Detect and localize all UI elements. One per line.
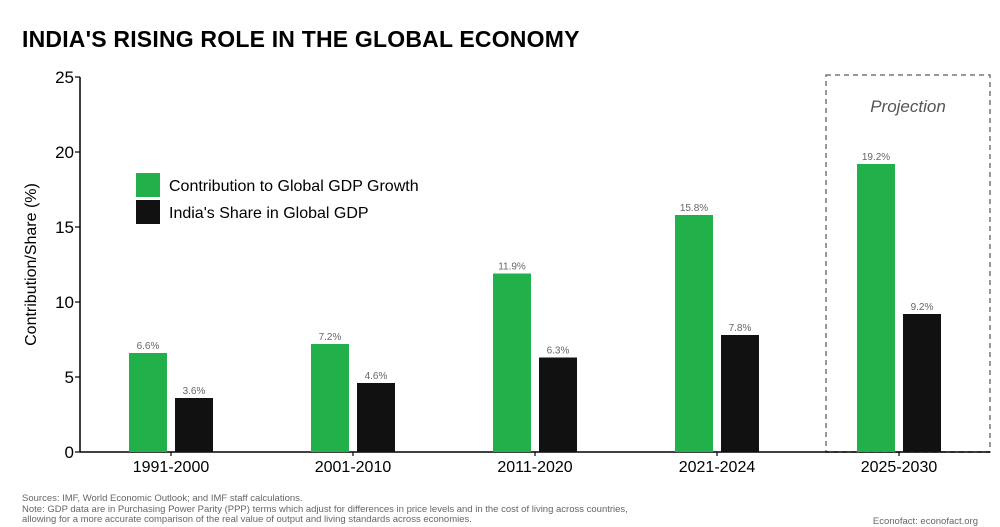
x-tick-label: 2025-2030 — [861, 459, 938, 476]
x-tick-label: 2011-2020 — [497, 459, 572, 476]
y-tick-label: 0 — [65, 443, 74, 462]
y-tick-label: 15 — [55, 218, 74, 237]
x-tick-label: 2021-2024 — [679, 459, 756, 476]
share-bar-label: 6.3% — [547, 346, 570, 357]
y-tick-label: 10 — [55, 293, 74, 312]
y-tick-label: 20 — [55, 143, 74, 162]
sources-text: Sources: IMF, World Economic Outlook; an… — [22, 493, 303, 504]
legend-label-contribution: Contribution to Global GDP Growth — [169, 178, 419, 195]
legend-label-share: India's Share in Global GDP — [169, 205, 369, 222]
legend-swatch-share — [136, 200, 160, 224]
chart-title: INDIA'S RISING ROLE IN THE GLOBAL ECONOM… — [22, 26, 580, 52]
share-bar — [721, 335, 759, 452]
share-bar — [357, 383, 395, 452]
contribution-bar — [493, 273, 531, 452]
footer-notes: Sources: IMF, World Economic Outlook; an… — [22, 493, 628, 526]
contribution-bar — [675, 215, 713, 452]
share-bar-label: 7.8% — [729, 323, 752, 334]
contribution-bar-label: 15.8% — [680, 203, 708, 214]
share-bar-label: 9.2% — [911, 302, 934, 313]
credit-text: Econofact: econofact.org — [872, 516, 978, 527]
note-line-1: Note: GDP data are in Purchasing Power P… — [22, 503, 628, 515]
contribution-bar-label: 11.9% — [498, 262, 526, 273]
x-tick-label: 2001-2010 — [315, 459, 392, 476]
x-tick-label: 1991-2000 — [133, 459, 210, 476]
share-bar-label: 3.6% — [183, 386, 206, 397]
y-tick-label: 5 — [65, 368, 74, 387]
contribution-bar — [311, 344, 349, 452]
contribution-bar-label: 6.6% — [137, 341, 160, 352]
contribution-bar — [129, 353, 167, 452]
share-bar-label: 4.6% — [365, 371, 388, 382]
share-bar — [175, 398, 213, 452]
contribution-bar — [857, 164, 895, 452]
contribution-bar-label: 7.2% — [319, 332, 342, 343]
legend-swatch-contribution — [136, 173, 160, 197]
y-axis-label: Contribution/Share (%) — [23, 183, 40, 346]
share-bar — [903, 314, 941, 452]
contribution-bar-label: 19.2% — [862, 152, 890, 163]
note-line-2: allowing for a more accurate comparison … — [22, 514, 472, 525]
projection-label: Projection — [870, 97, 946, 116]
y-tick-label: 25 — [55, 68, 74, 87]
share-bar — [539, 357, 577, 452]
